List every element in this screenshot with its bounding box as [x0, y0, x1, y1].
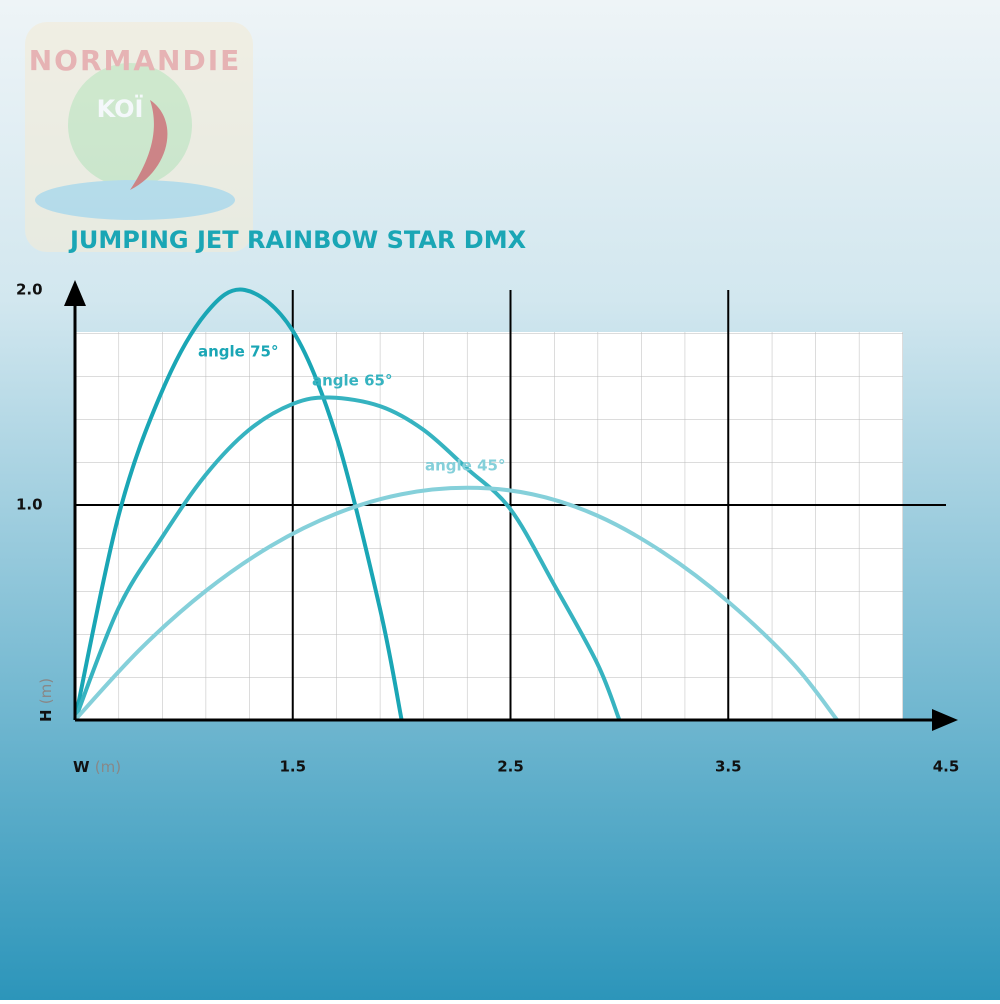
jet-curve — [73, 395, 622, 721]
x-arrow — [932, 709, 958, 731]
y-tick-label: 1.0 — [16, 496, 43, 514]
minor-grid — [75, 332, 903, 720]
y-arrow — [64, 280, 86, 306]
jet-curve — [73, 485, 839, 722]
x-label: W — [73, 758, 90, 776]
y-unit: (m) — [37, 678, 55, 704]
x-tick-label: 1.5 — [279, 758, 306, 776]
x-tick-label: 2.5 — [497, 758, 524, 776]
chart-title: JUMPING JET RAINBOW STAR DMX — [68, 226, 527, 254]
curves — [73, 287, 839, 722]
logo: NORMANDIE KOÏ — [25, 22, 253, 252]
logo-sun — [68, 63, 192, 187]
x-tick-label: 4.5 — [933, 758, 960, 776]
logo-brand: NORMANDIE — [29, 44, 242, 77]
logo-fish — [130, 100, 168, 190]
y-tick-label: 2.0 — [16, 281, 43, 299]
logo-water — [35, 180, 235, 220]
major-grid — [75, 290, 946, 720]
logo-name: KOÏ — [97, 94, 144, 123]
y-label: H — [37, 709, 55, 722]
series-label: angle 75° — [198, 343, 278, 361]
x-axis-label: W (m) — [73, 758, 121, 776]
x-unit: (m) — [95, 758, 121, 776]
y-axis-label: H (m) — [37, 678, 55, 722]
jet-curve — [73, 287, 404, 721]
series-label: angle 65° — [312, 372, 392, 390]
series-label: angle 45° — [425, 457, 505, 475]
x-tick-label: 3.5 — [715, 758, 742, 776]
